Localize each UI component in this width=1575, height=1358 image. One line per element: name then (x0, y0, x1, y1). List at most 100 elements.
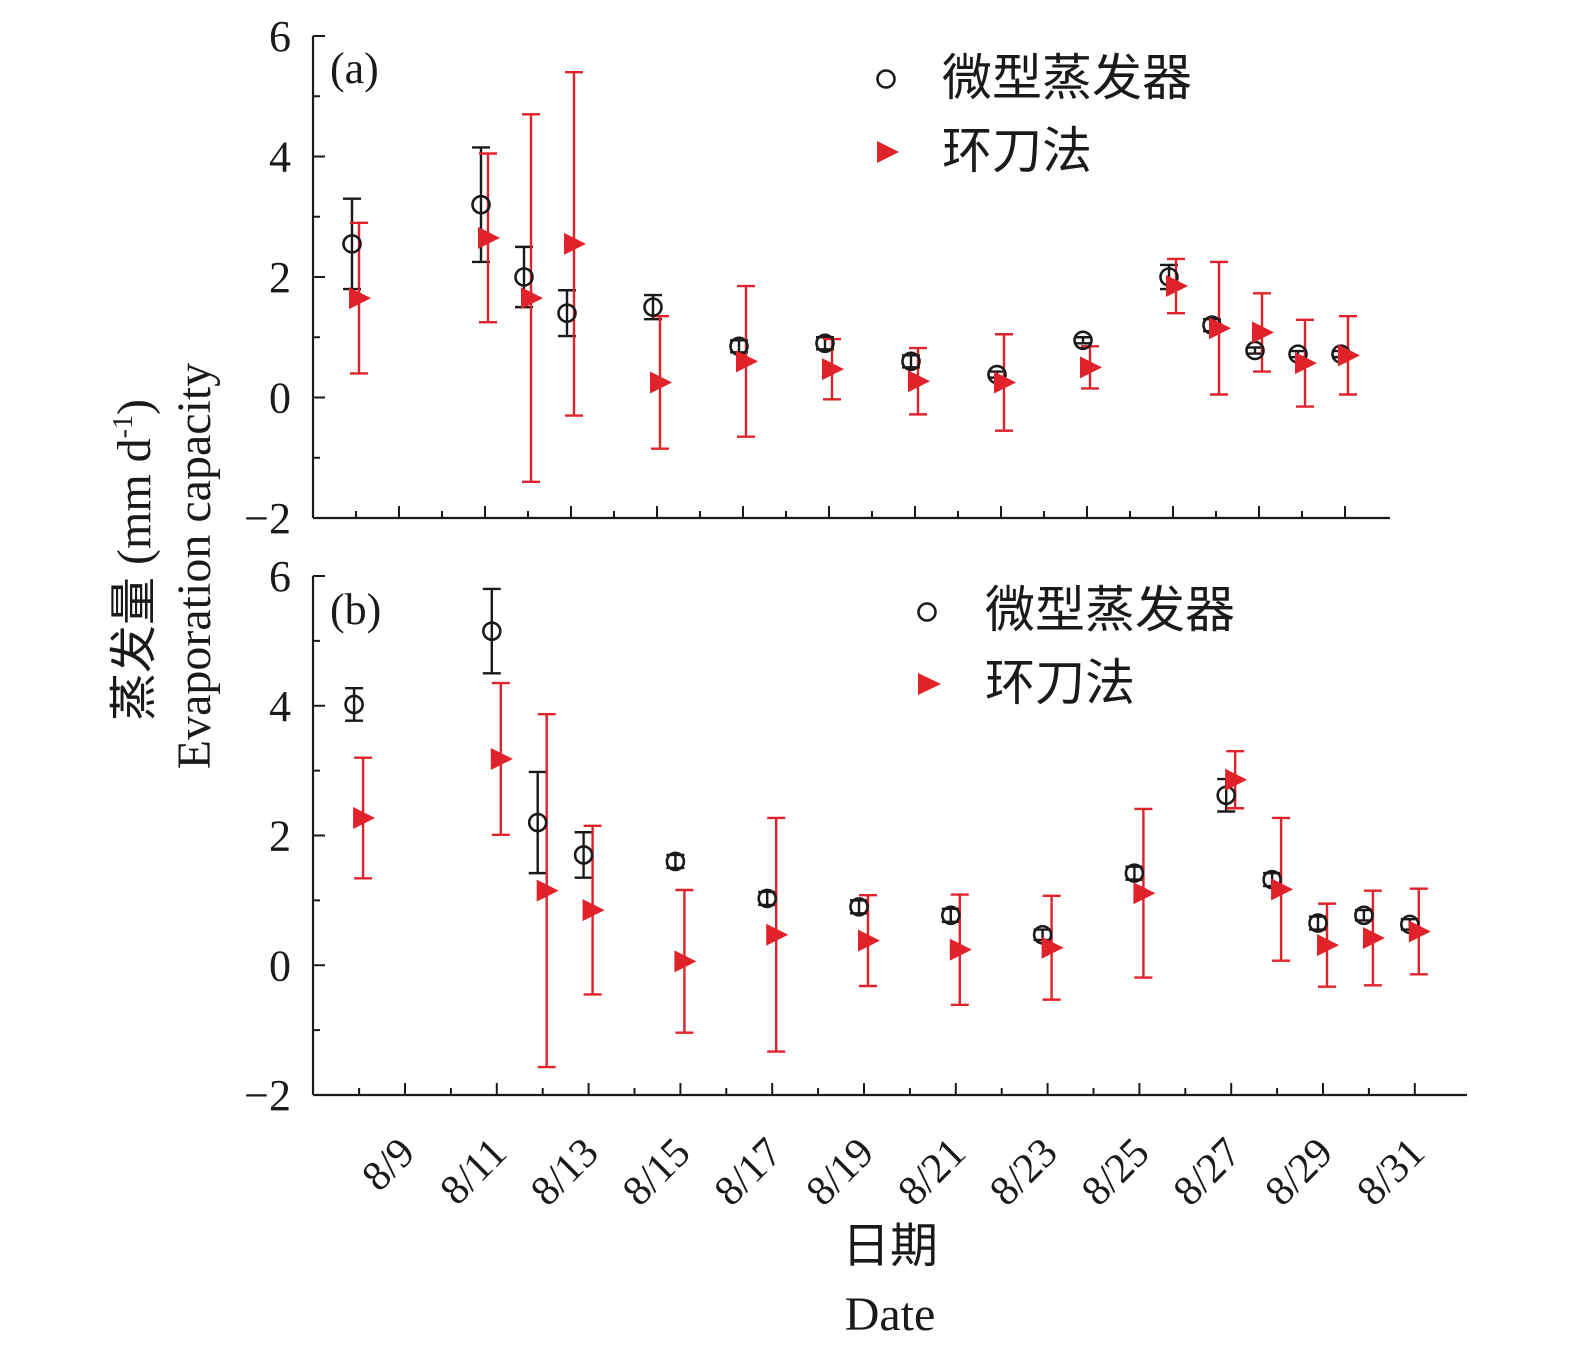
ring-knife-point (736, 350, 758, 373)
panel-b-legend-triangle-marker (918, 673, 941, 695)
ring-knife-point (949, 938, 972, 961)
panel-a-legend: 微型蒸发器 环刀法 (876, 50, 1192, 179)
evaporator-point (527, 812, 548, 833)
evaporator-point (901, 351, 921, 372)
panel-a-markers (342, 194, 1360, 394)
ring-knife-point (908, 370, 930, 393)
x-tick-label: 8/19 (798, 1130, 883, 1215)
y-axis-title-superscript: -1 (108, 415, 139, 438)
ring-knife-point (521, 287, 543, 310)
evaporator-point (940, 905, 961, 926)
ring-knife-point (1133, 882, 1156, 905)
x-tick-label: 8/21 (890, 1130, 975, 1215)
x-tick-label: 8/31 (1349, 1130, 1434, 1215)
y-tick-label: −2 (244, 494, 291, 543)
y-tick-label: 0 (269, 374, 291, 423)
panel-b-legend-label-evaporator: 微型蒸发器 (985, 582, 1235, 638)
panel-b-legend: 微型蒸发器 环刀法 (917, 582, 1235, 711)
ring-knife-point (1338, 344, 1360, 367)
panel-a-label: (a) (330, 44, 379, 93)
y-tick-label: −2 (244, 1071, 291, 1120)
y-tick-label: 0 (269, 941, 291, 990)
ring-knife-point (1080, 356, 1102, 379)
x-axis-title-english: Date (845, 1288, 936, 1341)
evaporator-point (643, 297, 663, 317)
x-tick-label: 8/15 (614, 1130, 699, 1215)
evaporator-point (344, 694, 364, 715)
ring-knife-point (766, 923, 789, 946)
ring-knife-point (1209, 317, 1231, 340)
x-tick-label: 8/11 (432, 1130, 516, 1214)
ring-knife-point (1317, 934, 1339, 957)
panel-b-legend-circle-marker (917, 602, 937, 622)
ring-knife-point (674, 950, 697, 973)
ring-knife-point (1041, 936, 1064, 959)
evaporator-point (573, 845, 594, 865)
panel-a-legend-label-evaporator: 微型蒸发器 (942, 50, 1192, 106)
evaporator-error-bar (574, 831, 593, 879)
y-tick-label: 4 (269, 133, 291, 182)
ring-knife-point (650, 371, 672, 394)
evaporator-point (1245, 340, 1265, 361)
ring-knife-point (1362, 927, 1385, 950)
panel-a-legend-circle-marker (876, 69, 896, 89)
evaporator-error-bar (528, 770, 547, 875)
x-tick-label: 8/9 (354, 1130, 424, 1200)
y-axis-title-main: 蒸发量 (mm d (108, 438, 161, 721)
ring-knife-point (478, 226, 500, 249)
ring-knife-point (1295, 352, 1317, 375)
ring-knife-point (564, 232, 586, 255)
x-tick-label: 8/29 (1257, 1130, 1342, 1215)
evaporator-point (849, 897, 869, 917)
x-tick-label: 8/23 (981, 1130, 1066, 1215)
ring-knife-point (1225, 768, 1248, 791)
ring-knife-point (1252, 321, 1274, 344)
panel-a-legend-label-ring-knife: 环刀法 (942, 123, 1092, 179)
y-tick-label: 6 (269, 12, 291, 61)
panel-b-error-bars (345, 587, 1428, 1069)
ring-knife-point (582, 899, 605, 922)
y-tick-label: 4 (269, 682, 291, 731)
evaporator-point (471, 194, 491, 215)
ring-knife-point (1408, 920, 1431, 943)
y-tick-label: 2 (269, 812, 291, 861)
ring-knife-point (490, 747, 513, 770)
evaporator-point (481, 621, 502, 641)
y-tick-label: 2 (269, 253, 291, 302)
x-tick-label: 8/17 (706, 1130, 791, 1215)
evaporator-error-bar (482, 587, 501, 675)
ring-knife-point (536, 879, 559, 902)
evaporator-point (342, 234, 362, 254)
panel-a: −2 0 2 4 6 (a) 微型蒸发器 环刀法 (244, 12, 1390, 543)
ring-knife-point (1271, 878, 1294, 901)
ring-knife-point (858, 929, 880, 952)
ring-knife-point (349, 287, 371, 310)
x-axis-title-chinese: 日期 (842, 1220, 938, 1273)
panel-a-error-bars (343, 70, 1357, 484)
evaporator-point (815, 333, 835, 354)
evaporator-point (665, 851, 686, 872)
x-tick-label: 8/13 (522, 1130, 607, 1215)
ring-knife-point (1166, 275, 1188, 298)
y-tick-label: 6 (269, 552, 291, 601)
panel-b-markers (344, 621, 1431, 973)
evaporator-point (514, 267, 534, 287)
y-axis-title-chinese: 蒸发量 (mm d-1) (108, 399, 161, 721)
evaporator-point (1308, 913, 1328, 933)
x-tick-label: 8/27 (1165, 1130, 1250, 1215)
evaporator-point (1354, 905, 1374, 926)
evaporator-point (1073, 330, 1093, 351)
evaporator-point (757, 888, 778, 909)
ring-knife-point (822, 358, 844, 381)
evaporator-point (1124, 863, 1145, 883)
x-tick-label: 8/25 (1073, 1130, 1158, 1215)
y-axis-title-english: Evaporation capacity (168, 363, 221, 769)
evaporator-error-bar (345, 687, 364, 722)
y-axis-title: 蒸发量 (mm d-1) Evaporation capacity (108, 363, 221, 769)
ring-knife-point (353, 806, 376, 829)
evaporator-point (557, 303, 577, 323)
panel-a-ticks: −2 0 2 4 6 (244, 12, 1346, 543)
y-axis-title-close: ) (108, 399, 161, 415)
